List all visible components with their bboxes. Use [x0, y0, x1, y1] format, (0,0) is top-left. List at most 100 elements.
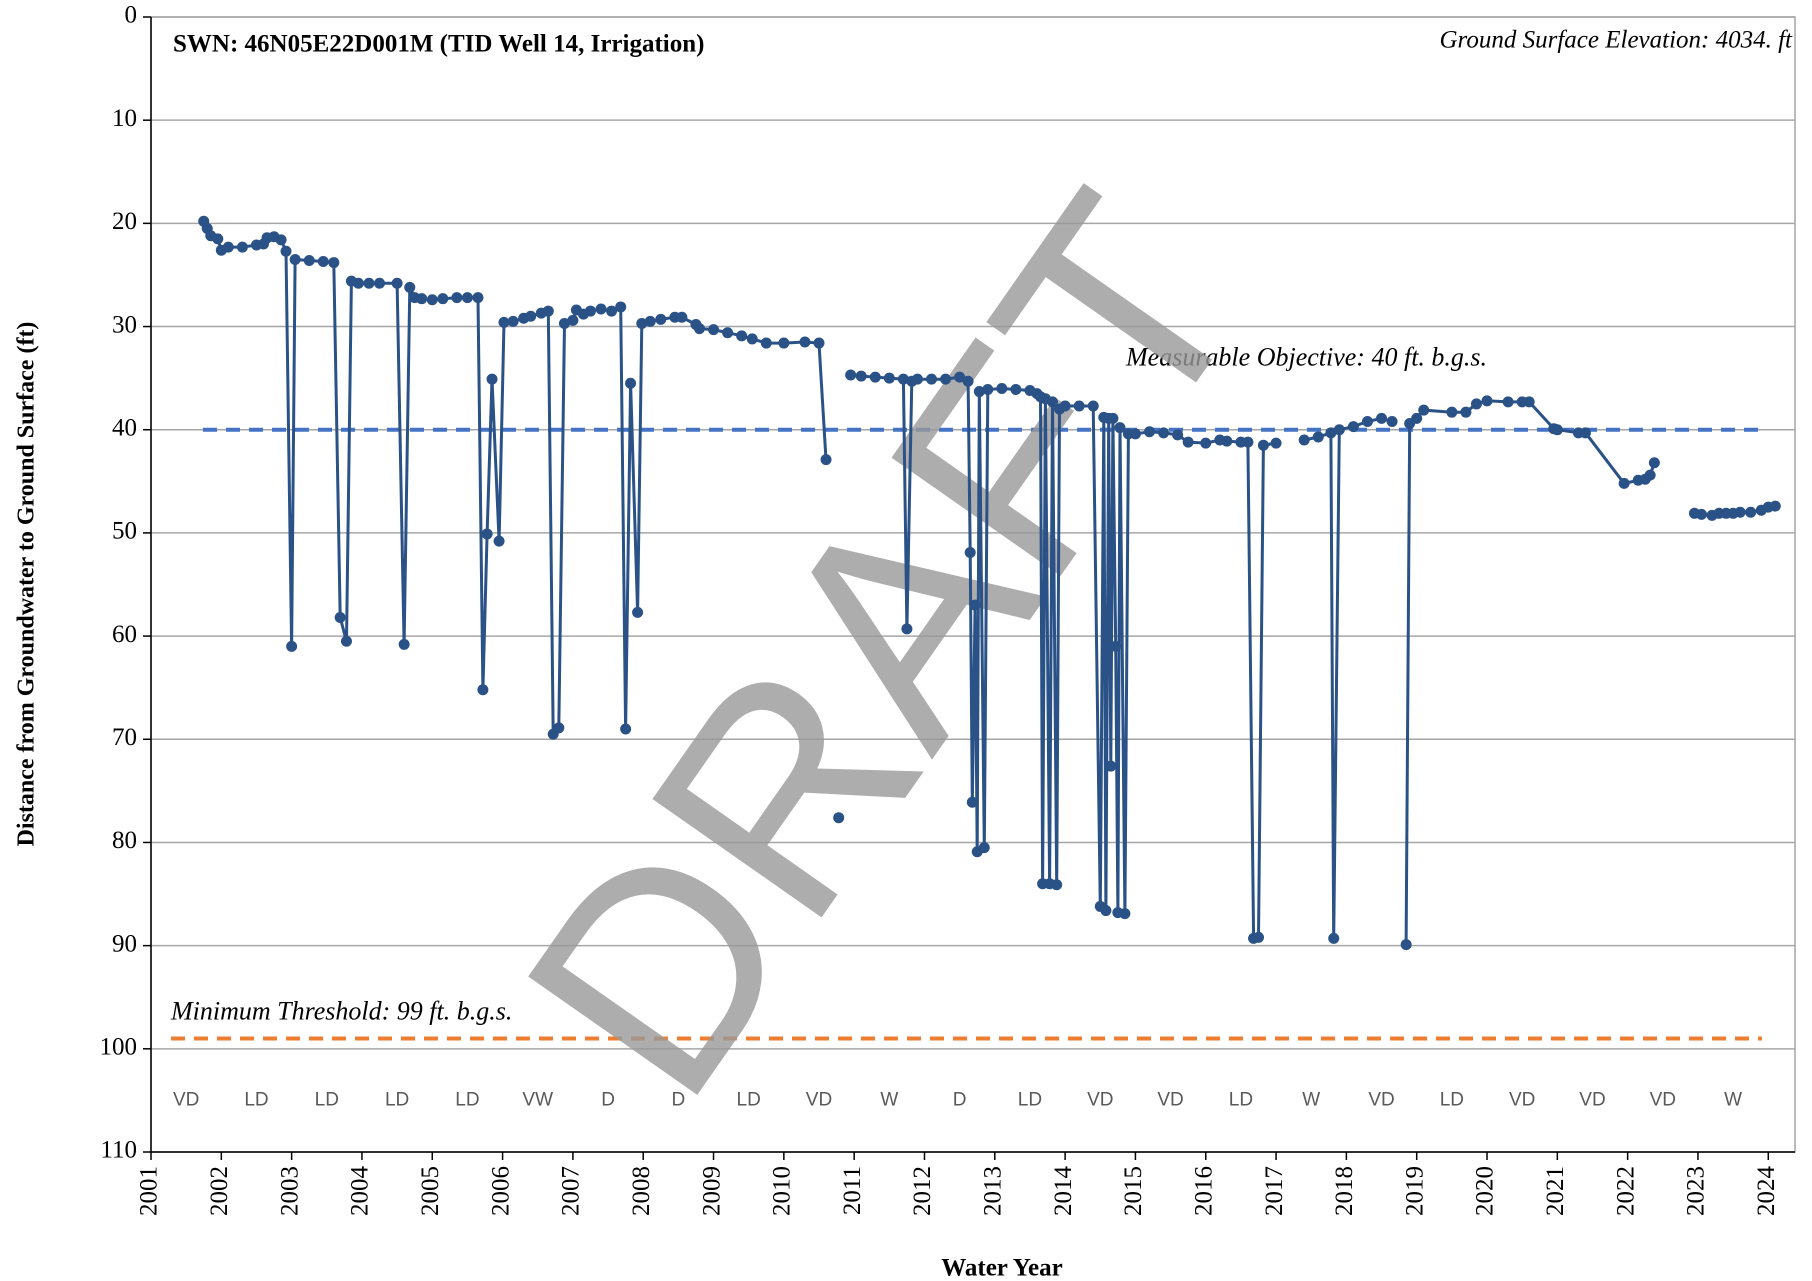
- data-point: [398, 638, 410, 650]
- data-point: [1376, 412, 1388, 424]
- data-point: [982, 383, 994, 395]
- data-point: [1328, 932, 1340, 944]
- x-tick-label: 2020: [1472, 1166, 1499, 1216]
- x-tick-label: 2018: [1331, 1166, 1358, 1216]
- data-point: [606, 305, 618, 317]
- data-point: [869, 371, 881, 383]
- data-point: [1361, 415, 1373, 427]
- water-year-type: LD: [315, 1089, 339, 1110]
- data-point: [1769, 500, 1781, 512]
- data-point: [911, 373, 923, 385]
- reference-label: Measurable Objective: 40 ft. b.g.s.: [1125, 343, 1487, 372]
- data-point: [352, 277, 364, 289]
- data-point: [1695, 508, 1707, 520]
- data-point: [507, 315, 519, 327]
- data-point: [525, 310, 537, 322]
- data-point: [1100, 905, 1112, 917]
- data-point: [584, 305, 596, 317]
- water-year-type: D: [672, 1089, 686, 1110]
- water-year-type: VD: [806, 1089, 832, 1110]
- data-point: [746, 333, 758, 345]
- data-point: [813, 337, 825, 349]
- data-point: [1502, 396, 1514, 408]
- data-point: [625, 377, 637, 389]
- water-year-type: VD: [1368, 1089, 1394, 1110]
- data-point: [901, 623, 913, 635]
- chart-title: SWN: 46N05E22D001M (TID Well 14, Irrigat…: [173, 31, 704, 58]
- data-point: [498, 316, 510, 328]
- data-point: [708, 324, 720, 336]
- data-point: [1386, 415, 1398, 427]
- data-point: [722, 327, 734, 339]
- data-point: [493, 535, 505, 547]
- x-tick-label: 2024: [1753, 1166, 1780, 1217]
- data-point: [542, 305, 554, 317]
- x-tick-label: 2001: [136, 1166, 163, 1216]
- data-point: [1745, 506, 1757, 518]
- water-year-type: LD: [1018, 1089, 1042, 1110]
- data-point: [567, 314, 579, 326]
- data-point: [973, 386, 985, 398]
- data-point: [1105, 760, 1117, 772]
- x-tick-label: 2014: [1050, 1166, 1077, 1217]
- data-point: [820, 454, 832, 466]
- data-point: [286, 640, 298, 652]
- y-tick-label: 30: [112, 311, 137, 338]
- data-point: [897, 373, 909, 385]
- water-year-type: VW: [522, 1089, 553, 1110]
- data-point: [632, 606, 644, 618]
- x-tick-label: 2012: [909, 1166, 936, 1216]
- data-point: [1470, 398, 1482, 410]
- x-tick-label: 2006: [487, 1166, 514, 1216]
- data-point: [1242, 436, 1254, 448]
- data-point: [486, 373, 498, 385]
- data-point: [553, 722, 565, 734]
- water-year-type: D: [953, 1089, 967, 1110]
- y-tick-label: 100: [100, 1034, 138, 1061]
- data-point: [1172, 429, 1184, 441]
- data-point: [1333, 424, 1345, 436]
- data-point: [328, 257, 340, 269]
- y-tick-label: 70: [112, 724, 137, 751]
- data-point: [964, 547, 976, 559]
- x-tick-label: 2004: [347, 1166, 374, 1217]
- x-tick-label: 2022: [1612, 1166, 1639, 1216]
- data-point: [966, 796, 978, 808]
- y-tick-label: 80: [112, 827, 137, 854]
- y-tick-label: 0: [125, 2, 138, 29]
- data-point: [1411, 412, 1423, 424]
- x-tick-label: 2010: [769, 1166, 796, 1216]
- data-point: [289, 253, 301, 265]
- data-point: [472, 292, 484, 304]
- data-point: [317, 256, 329, 268]
- water-year-type: LD: [1440, 1089, 1464, 1110]
- water-year-type: D: [601, 1089, 615, 1110]
- x-tick-label: 2023: [1683, 1166, 1710, 1216]
- x-tick-label: 2015: [1120, 1166, 1147, 1216]
- data-point: [1087, 400, 1099, 412]
- water-year-type: LD: [385, 1089, 409, 1110]
- data-point: [1312, 431, 1324, 443]
- data-point: [1114, 422, 1126, 434]
- data-point: [1551, 424, 1563, 436]
- data-point: [416, 293, 428, 305]
- water-year-type: VD: [1509, 1089, 1535, 1110]
- data-point: [374, 277, 386, 289]
- data-point: [1400, 939, 1412, 951]
- data-point: [280, 245, 292, 257]
- data-point: [477, 684, 489, 696]
- data-point: [655, 313, 667, 325]
- data-point: [404, 281, 416, 293]
- water-year-type: VD: [1157, 1089, 1183, 1110]
- data-point: [736, 330, 748, 342]
- x-tick-label: 2007: [558, 1166, 585, 1216]
- data-point: [1579, 427, 1591, 439]
- data-point: [1158, 427, 1170, 439]
- y-tick-label: 110: [100, 1137, 137, 1164]
- data-point: [222, 241, 234, 253]
- x-tick-label: 2009: [698, 1166, 725, 1216]
- data-point: [644, 315, 656, 327]
- data-point: [1734, 506, 1746, 518]
- data-point: [1325, 427, 1337, 439]
